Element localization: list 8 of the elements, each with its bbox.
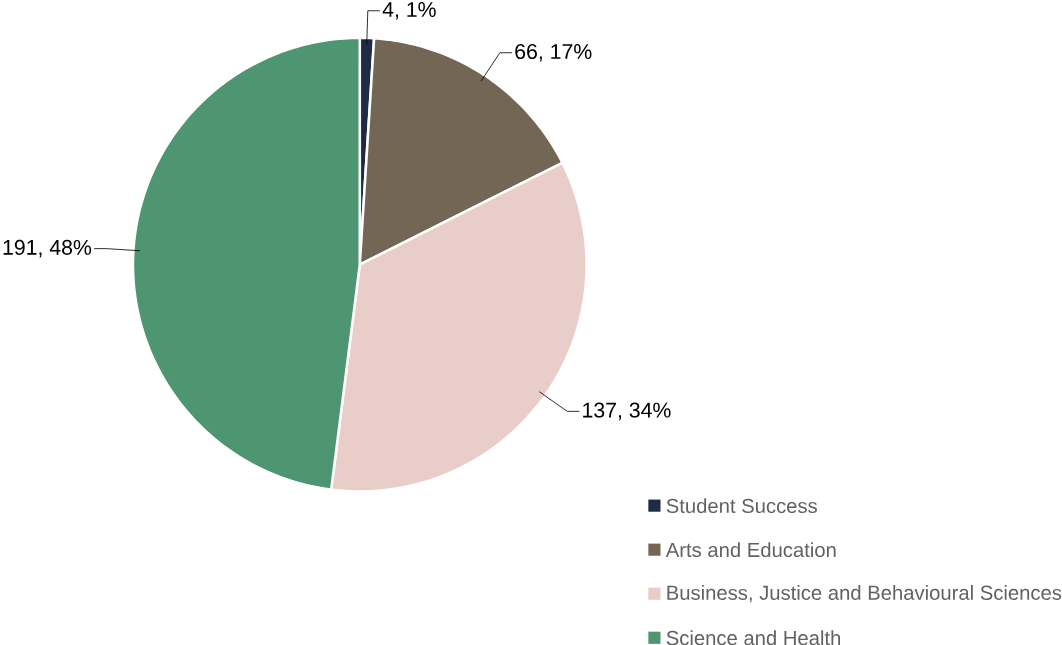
legend-label: Science and Health <box>666 630 841 645</box>
legend-label: Arts and Education <box>665 542 836 558</box>
data-label: 66, 17% <box>515 43 592 62</box>
data-label: 191, 48% <box>3 239 92 258</box>
data-label: 4, 1% <box>382 1 436 20</box>
data-label: 137, 34% <box>583 402 671 421</box>
legend-label: Student Success <box>666 498 817 513</box>
legend-label: Business, Justice and Behavioural Sciences <box>667 584 1062 603</box>
